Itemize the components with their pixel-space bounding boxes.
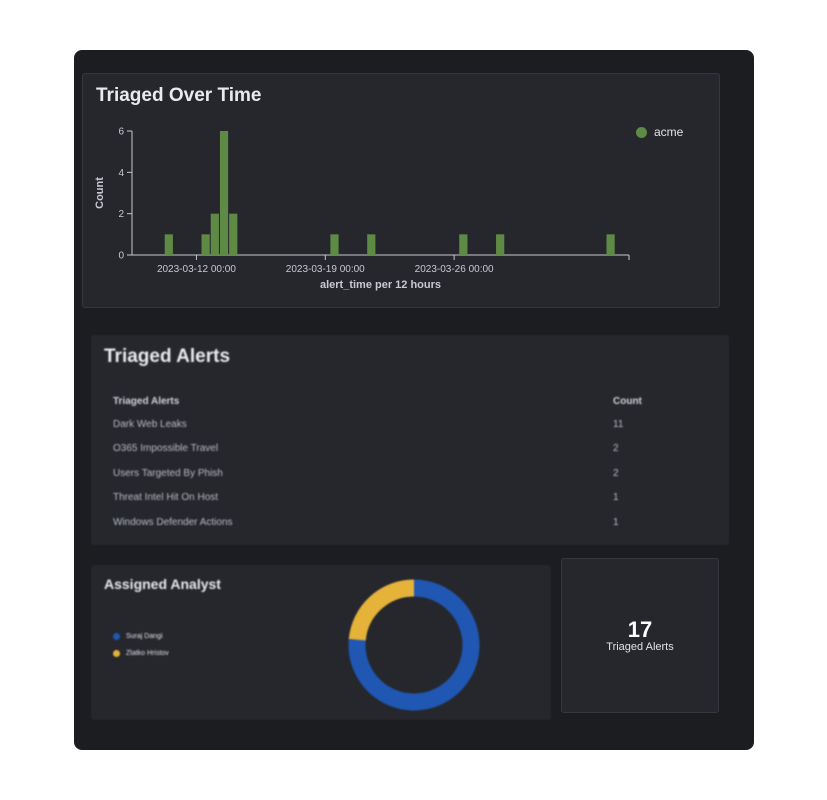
table-row[interactable]: Threat Intel Hit On Host 1 — [113, 486, 673, 511]
alert-name-cell: Windows Defender Actions — [113, 516, 233, 528]
bar — [459, 234, 468, 255]
bar — [496, 234, 505, 255]
donut-slice — [348, 579, 415, 641]
triaged-alerts-table: Triaged Alerts Count Dark Web Leaks 11 O36… — [113, 390, 673, 535]
bar — [229, 213, 238, 255]
bar — [330, 234, 339, 255]
legend-label: Zlatko Hristov — [126, 650, 169, 657]
triaged-over-time-chart: 0 2 4 6 2023-03-12 00:00 2023-03-19 00:00 2023… — [94, 127, 630, 291]
y-tick-label: 4 — [118, 168, 124, 179]
triaged-alerts-panel: Triaged Alerts Triaged Alerts Count Dark… — [91, 335, 729, 545]
column-header-count[interactable]: Count — [613, 395, 642, 407]
table-row[interactable]: Dark Web Leaks 11 — [113, 412, 673, 437]
alert-count-cell: 11 — [613, 418, 624, 430]
triaged-over-time-title: Triaged Over Time — [96, 85, 262, 106]
x-tick-label: 2023-03-26 00:00 — [415, 264, 494, 275]
triaged-alerts-metric-panel: 17 Triaged Alerts — [561, 558, 719, 713]
x-axis-title: alert_time per 12 hours — [320, 279, 441, 291]
alert-name-cell: O365 Impossible Travel — [113, 443, 219, 455]
bar — [210, 213, 219, 255]
triaged-over-time-panel: Triaged Over Time acme 0 2 4 6 2023-03-12 00… — [82, 73, 720, 308]
alert-count-cell: 2 — [613, 467, 619, 479]
x-tick-label: 2023-03-19 00:00 — [286, 264, 365, 275]
metric-value: 17 — [627, 617, 653, 642]
assigned-analyst-panel: Assigned Analyst Suraj Dangi Zlatko Hrist… — [91, 565, 551, 720]
alert-name-cell: Users Targeted By Phish — [113, 467, 223, 479]
table-header-row: Triaged Alerts Count — [113, 390, 673, 412]
table-row[interactable]: Windows Defender Actions 1 — [113, 510, 673, 535]
dashboard: Triaged Over Time acme 0 2 4 6 2023-03-12 00… — [74, 50, 754, 750]
bar — [367, 234, 376, 255]
alert-count-cell: 1 — [613, 492, 619, 504]
table-row[interactable]: Users Targeted By Phish 2 — [113, 461, 673, 486]
triaged-alerts-title: Triaged Alerts — [104, 346, 231, 367]
legend-dot — [636, 126, 647, 138]
y-tick-label: 6 — [118, 127, 124, 138]
y-tick-label: 2 — [118, 209, 124, 220]
y-axis-title: Count — [94, 177, 106, 209]
legend-item-acme[interactable]: acme — [636, 125, 683, 139]
assigned-analyst-chart — [348, 579, 480, 711]
alert-count-cell: 2 — [613, 443, 619, 455]
metric-label: Triaged Alerts — [606, 641, 674, 653]
table-row[interactable]: O365 Impossible Travel 2 — [113, 437, 673, 462]
x-tick-label: 2023-03-12 00:00 — [157, 264, 236, 275]
legend-label: acme — [654, 125, 684, 139]
bar — [201, 234, 210, 255]
alert-count-cell: 1 — [613, 516, 619, 528]
alert-name-cell: Dark Web Leaks — [113, 418, 187, 430]
alert-name-cell: Threat Intel Hit On Host — [113, 492, 219, 504]
donut-slice — [348, 579, 480, 711]
legend-label: Suraj Dangi — [126, 633, 163, 640]
bar — [164, 234, 173, 255]
legend-dot — [113, 650, 120, 657]
y-tick-label: 0 — [118, 251, 124, 262]
bar — [219, 131, 229, 255]
bar — [606, 234, 615, 255]
legend-item-analyst[interactable]: Zlatko Hristov — [113, 650, 169, 657]
legend-dot — [113, 633, 120, 640]
assigned-analyst-title: Assigned Analyst — [104, 576, 221, 592]
legend-item-analyst[interactable]: Suraj Dangi — [113, 633, 163, 640]
column-header-alert[interactable]: Triaged Alerts — [113, 395, 180, 407]
